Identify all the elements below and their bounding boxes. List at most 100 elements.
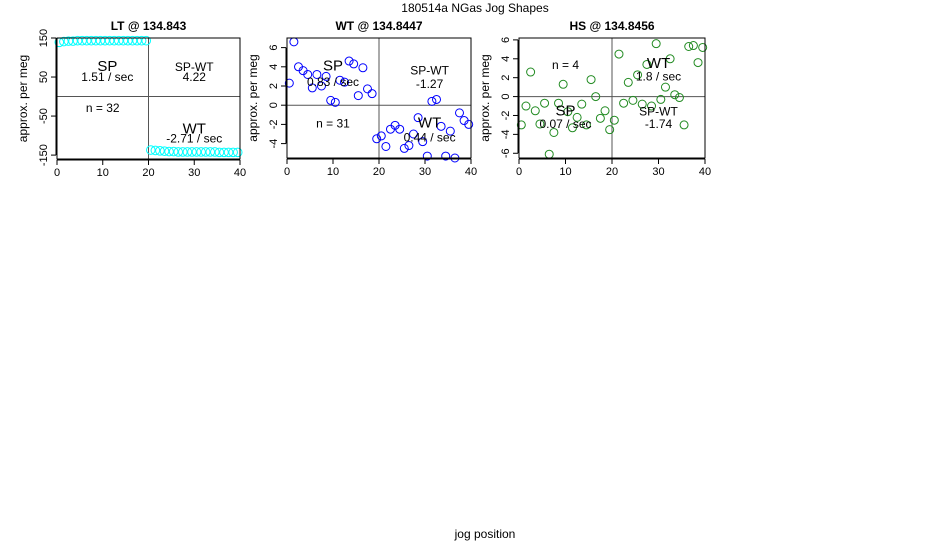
- data-point: [418, 137, 428, 147]
- panel-title: HS @ 134.8456: [569, 19, 654, 33]
- data-point: [159, 146, 170, 156]
- data-point: [399, 143, 409, 153]
- data-point: [619, 98, 629, 108]
- data-point: [367, 89, 377, 99]
- data-point: [679, 120, 689, 130]
- data-point: [660, 82, 670, 92]
- data-point: [173, 147, 184, 157]
- data-point: [605, 125, 615, 135]
- data-point: [81, 35, 92, 46]
- data-point: [63, 36, 74, 46]
- data-point: [132, 35, 142, 46]
- data-point: [363, 84, 372, 94]
- data-point: [516, 120, 526, 130]
- data-point: [223, 147, 234, 158]
- data-point: [317, 81, 326, 91]
- data-point: [656, 94, 666, 104]
- y-tick-label: 50: [38, 71, 50, 83]
- x-tick-label: 0: [516, 166, 522, 178]
- annotation-sp-rate: 0.07 / sec: [539, 117, 591, 131]
- annotation-wt-rate: -2.71 / sec: [166, 132, 222, 146]
- data-point: [674, 93, 684, 103]
- data-point: [530, 106, 540, 116]
- data-point: [623, 77, 633, 87]
- data-point: [586, 75, 596, 85]
- annotation-spwt: SP-WT: [410, 63, 449, 77]
- y-axis-title: approx. per meg: [478, 54, 492, 141]
- data-point: [113, 35, 124, 46]
- data-point: [330, 97, 340, 107]
- data-point: [427, 96, 437, 106]
- data-point: [150, 145, 161, 156]
- data-point: [86, 35, 97, 46]
- annotation-spwt: SP-WT: [639, 104, 678, 118]
- y-axis-title: approx. per meg: [246, 54, 260, 141]
- annotation-spwt-val: 4.22: [183, 70, 207, 84]
- data-point: [581, 120, 591, 130]
- y-tick-label: 6: [500, 37, 512, 43]
- data-point: [178, 147, 188, 157]
- data-point: [688, 41, 698, 51]
- data-point: [321, 71, 331, 81]
- chart-panel-1: LT @ 134.843 0 10 20 30 40 -150 -50 50 150 approx.…: [16, 19, 246, 179]
- data-point: [326, 95, 336, 105]
- data-point: [670, 90, 680, 100]
- data-point: [214, 147, 225, 158]
- plot-frame: [518, 37, 706, 159]
- data-point: [219, 147, 229, 158]
- data-point: [123, 35, 133, 46]
- x-tick-label: 40: [699, 166, 711, 178]
- data-point: [77, 35, 87, 46]
- x-tick-label: 20: [606, 166, 618, 178]
- x-tick-label: 0: [284, 166, 290, 178]
- y-axis-title: approx. per meg: [16, 55, 30, 142]
- y-tick-label: -4: [268, 139, 280, 149]
- data-point: [145, 145, 156, 155]
- data-point: [104, 35, 115, 46]
- y-tick-label: -2: [500, 111, 512, 121]
- y-tick-label: 2: [268, 83, 280, 89]
- data-point: [196, 147, 206, 157]
- annotation-wt: WT: [183, 121, 206, 138]
- panel-title: WT @ 134.8447: [335, 19, 422, 33]
- data-point: [628, 95, 638, 105]
- data-point: [205, 147, 216, 157]
- data-point: [549, 127, 559, 137]
- plot-frame: [286, 37, 472, 159]
- data-point: [577, 99, 587, 109]
- data-point: [441, 151, 451, 161]
- data-point: [118, 35, 129, 46]
- data-point: [521, 101, 531, 111]
- data-point: [303, 69, 313, 79]
- data-point: [567, 123, 577, 133]
- data-point: [284, 78, 294, 88]
- data-point: [633, 70, 643, 80]
- x-tick-label: 10: [559, 166, 571, 178]
- annotation-sp-rate: 0.83 / sec: [307, 75, 359, 89]
- data-point: [684, 42, 694, 52]
- y-tick-label: 0: [268, 102, 280, 108]
- data-point: [210, 147, 220, 157]
- y-tick-label: -150: [38, 144, 50, 166]
- data-point: [544, 149, 554, 159]
- data-point: [665, 54, 675, 64]
- annotation-wt-rate: 0.44 / sec: [404, 131, 456, 145]
- annotation-sp-rate: 1.51 / sec: [81, 70, 133, 84]
- plot-frame: [56, 37, 241, 160]
- data-point: [155, 146, 165, 156]
- data-point: [72, 35, 83, 46]
- annotation-wt: WT: [418, 114, 441, 131]
- data-point: [554, 98, 564, 108]
- data-point: [187, 147, 197, 157]
- data-point: [600, 106, 610, 116]
- data-point: [141, 35, 152, 46]
- data-point: [91, 35, 101, 46]
- y-tick-label: -2: [268, 120, 280, 130]
- data-point: [312, 69, 322, 79]
- data-point: [232, 147, 243, 158]
- annotation-n: n = 31: [316, 116, 350, 130]
- y-tick-label: 0: [500, 94, 512, 100]
- annotation-sp: SP: [97, 58, 117, 75]
- y-tick-label: 2: [500, 75, 512, 81]
